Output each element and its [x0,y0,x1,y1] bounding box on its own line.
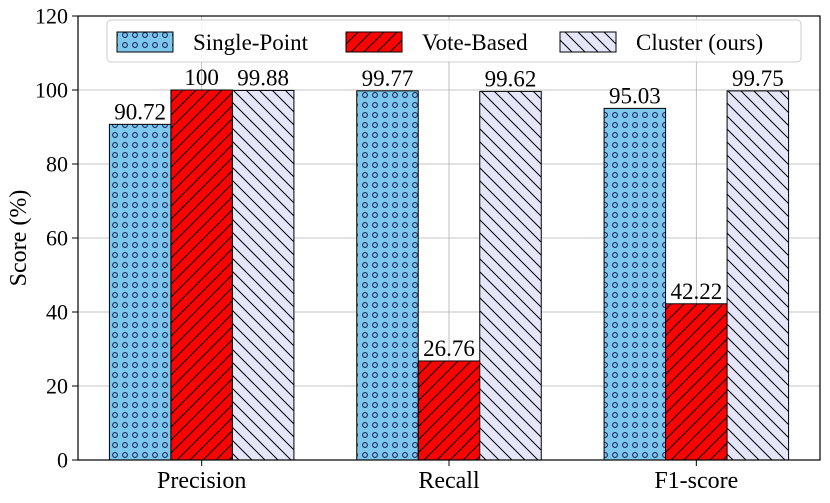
y-tick-label-0: 0 [57,448,68,473]
y-axis-title: Score (%) [6,190,32,287]
bar-single-point-precision [108,123,172,461]
value-label-vote-based-precision: 100 [184,65,219,90]
legend-label-cluster-ours: Cluster (ours) [636,30,763,55]
bar-cluster-ours-f1-score [726,90,790,461]
bar-vote-based-precision [170,89,233,461]
y-tick-label-80: 80 [46,152,68,177]
x-tick-label-f1-score: F1-score [654,468,738,494]
bar-single-point-f1-score [603,107,667,461]
x-tick-label-recall: Recall [418,468,480,494]
value-labels-layer: 90.72 100 99.88 99.77 26.76 99.62 95.03 42.22 99… [114,65,783,361]
legend-label-vote-based: Vote-Based [422,30,528,55]
y-tick-label-40: 40 [46,300,68,325]
y-tick-label-60: 60 [46,226,68,251]
y-tick-label-120: 120 [35,4,68,29]
value-label-cluster-ours-f1-score: 99.75 [732,66,784,91]
value-label-vote-based-recall: 26.76 [423,336,475,361]
legend: Single-Point Vote-Based Cluster (ours) [106,19,802,63]
bar-cluster-ours-recall [479,90,542,461]
value-label-single-point-f1-score: 95.03 [609,83,661,108]
axes-layer: 0 20 40 60 80 100 120 Precision Recall F1-score Sc… [6,4,821,494]
legend-swatch-vote-based [345,31,403,53]
bar-cluster-ours-precision [231,89,295,461]
value-label-vote-based-f1-score: 42.22 [670,279,722,304]
y-tick-label-20: 20 [46,374,68,399]
value-label-single-point-precision: 90.72 [114,99,166,124]
legend-swatch-single-point [116,31,174,53]
legend-label-single-point: Single-Point [193,30,309,55]
x-tick-label-precision: Precision [157,468,246,494]
value-label-cluster-ours-recall: 99.62 [485,66,537,91]
value-label-single-point-recall: 99.77 [362,66,414,91]
value-label-cluster-ours-precision: 99.88 [237,65,289,90]
bar-single-point-recall [356,90,419,461]
bar-vote-based-f1-score [665,303,728,461]
y-tick-label-100: 100 [35,78,68,103]
legend-swatch-cluster-ours [559,31,617,53]
bar-vote-based-recall [417,360,481,461]
legend-box [106,19,802,63]
